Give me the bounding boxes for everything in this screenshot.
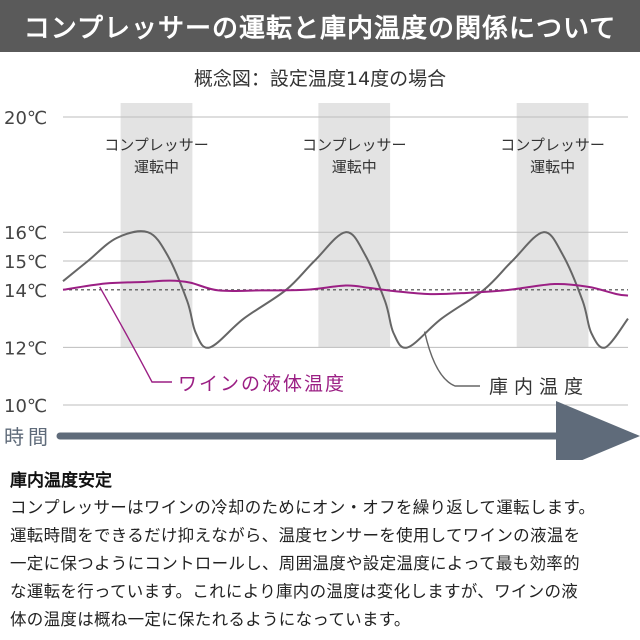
- y-tick-label: 10℃: [4, 396, 47, 417]
- compressor-band-label: コンプレッサー: [500, 136, 605, 154]
- y-tick-label: 14℃: [4, 281, 47, 302]
- y-tick-label: 15℃: [4, 252, 47, 273]
- grid-lines: [63, 116, 628, 406]
- x-axis-label: 時間: [4, 425, 52, 449]
- compressor-band-label: 運転中: [134, 158, 179, 176]
- wine-annotation-label: ワインの液体温度: [178, 373, 346, 395]
- y-tick-label: 16℃: [4, 223, 47, 244]
- compressor-band-label: コンプレッサー: [104, 136, 209, 154]
- body-line: 運転時間をできるだけ抑えながら、温度センサーを使用してワインの液温を: [10, 526, 581, 545]
- compressor-band-label: 運転中: [530, 158, 575, 176]
- chamber-temperature-line: [62, 230, 629, 349]
- chamber-annotation-label: 庫内温度: [489, 376, 589, 398]
- section-body: コンプレッサーはワインの冷却のためにオン・オフを繰り返して運転します。 運転時間…: [10, 494, 635, 634]
- page-title: コンプレッサーの運転と庫内温度の関係について: [23, 13, 617, 44]
- body-line: 一定に保つようにコントロールし、周囲温度や設定温度によって最も効率的: [10, 554, 580, 573]
- compressor-band-label: 運転中: [332, 158, 377, 176]
- compressor-band: [120, 103, 193, 348]
- series-lines: [62, 230, 629, 349]
- compressor-band: [318, 103, 391, 348]
- chamber-annotation-leader: [423, 331, 480, 387]
- time-axis: 時間: [4, 401, 640, 460]
- series-annotations: ワインの液体温度 庫内温度: [99, 286, 589, 398]
- y-tick-label: 20℃: [4, 108, 47, 129]
- wine-annotation-leader: [99, 286, 172, 383]
- body-line: コンプレッサーはワインの冷却のためにオン・オフを繰り返して運転します。: [10, 498, 596, 517]
- compressor-band: [516, 103, 589, 348]
- y-axis-ticks: 20℃ 16℃ 15℃ 14℃ 12℃ 10℃: [4, 108, 47, 417]
- chart-subtitle: 概念図：設定温度14度の場合: [193, 68, 447, 90]
- body-line: 体の温度は概ね一定に保たれるようになっています。: [10, 610, 411, 629]
- compressor-band-label: コンプレッサー: [302, 136, 407, 154]
- body-line: な運転を行っています。これにより庫内の温度は変化しますが、ワインの液: [10, 582, 579, 601]
- section-title: 庫内温度安定: [10, 471, 112, 491]
- wine-temperature-line: [62, 279, 629, 297]
- page-header: コンプレッサーの運転と庫内温度の関係について: [0, 0, 640, 52]
- y-tick-label: 12℃: [4, 338, 47, 359]
